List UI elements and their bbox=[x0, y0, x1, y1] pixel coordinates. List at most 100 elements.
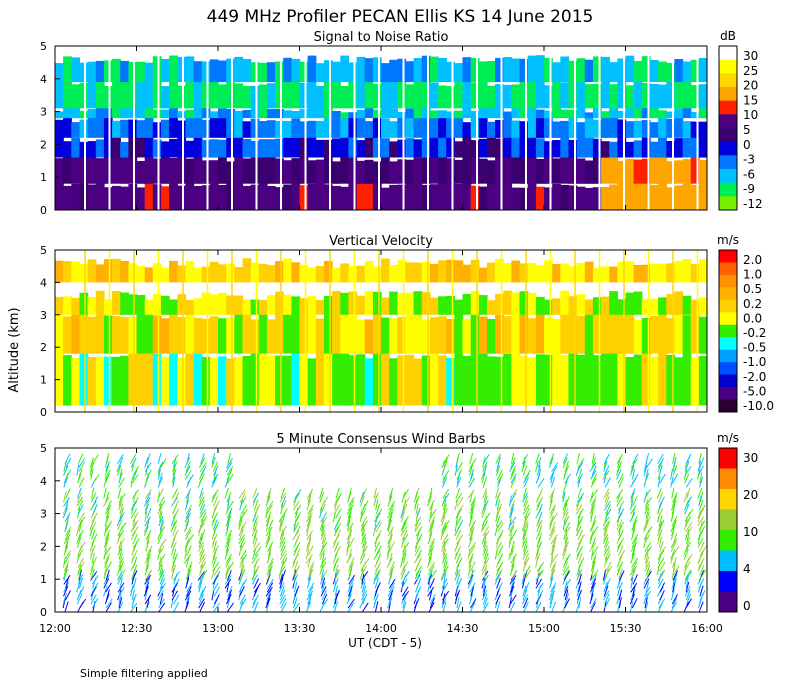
snr-cell bbox=[234, 56, 244, 82]
snr-cell bbox=[340, 186, 350, 210]
wind-barb bbox=[577, 468, 583, 480]
wind-barb bbox=[604, 597, 611, 609]
wind-barb bbox=[388, 565, 395, 576]
wind-barb bbox=[104, 540, 108, 552]
snr-cell bbox=[609, 107, 618, 119]
wind-barb bbox=[131, 474, 139, 484]
velocity-cell bbox=[535, 354, 545, 406]
wind-barb bbox=[130, 602, 138, 612]
wind-barb bbox=[213, 500, 220, 511]
wind-barb bbox=[672, 473, 679, 484]
wind-barb bbox=[105, 598, 113, 609]
wind-barb bbox=[254, 546, 262, 556]
wind-barb bbox=[105, 561, 112, 572]
velocity-cell bbox=[307, 358, 317, 406]
wind-barb bbox=[456, 477, 462, 488]
snr-cell bbox=[332, 61, 341, 83]
wind-barb bbox=[427, 581, 431, 593]
colorbar-tick-label: 0 bbox=[743, 138, 751, 152]
wind-barb bbox=[617, 582, 623, 593]
snr-cell bbox=[592, 154, 602, 184]
wind-barb bbox=[590, 585, 595, 597]
velocity-cell bbox=[55, 296, 64, 315]
snr-cell bbox=[568, 60, 578, 83]
wind-barb bbox=[319, 492, 325, 503]
wind-barb bbox=[631, 507, 636, 519]
wind-barb bbox=[469, 458, 477, 468]
wind-barb bbox=[200, 561, 207, 572]
velocity-cell bbox=[177, 357, 187, 406]
snr-cell bbox=[470, 58, 480, 83]
wind-barb bbox=[186, 561, 193, 572]
wind-barb bbox=[536, 496, 544, 507]
wind-barb bbox=[239, 598, 247, 609]
wind-barb bbox=[523, 495, 528, 507]
wind-barb bbox=[105, 491, 110, 503]
wind-barb bbox=[657, 557, 665, 568]
snr-cell bbox=[95, 60, 105, 82]
velocity-cell bbox=[275, 311, 284, 354]
velocity-cell bbox=[103, 315, 113, 354]
snr-cell bbox=[201, 106, 211, 119]
snr-cell bbox=[592, 56, 602, 83]
wind-barb bbox=[577, 516, 584, 527]
snr-cell bbox=[177, 111, 187, 119]
colorbar-segment bbox=[719, 550, 737, 572]
wind-barb bbox=[442, 538, 449, 548]
plot-area bbox=[55, 46, 707, 210]
wind-barb bbox=[184, 512, 192, 523]
snr-cell bbox=[201, 185, 211, 210]
wind-barb bbox=[347, 598, 355, 609]
wind-barb bbox=[684, 585, 691, 597]
wind-barb bbox=[118, 569, 126, 580]
wind-barb bbox=[617, 508, 625, 519]
wind-barbs-panel: 5 Minute Consensus Wind Barbs01234512:00… bbox=[39, 431, 758, 635]
velocity-cell bbox=[226, 295, 235, 315]
wind-barb bbox=[225, 515, 232, 527]
velocity-cell bbox=[527, 262, 537, 283]
snr-cell bbox=[454, 79, 464, 109]
snr-cell bbox=[544, 57, 553, 83]
snr-cell bbox=[169, 138, 178, 158]
wind-barb bbox=[483, 512, 491, 523]
snr-cell bbox=[511, 120, 521, 138]
snr-cell bbox=[552, 78, 561, 109]
snr-cell bbox=[218, 116, 227, 138]
velocity-cell bbox=[617, 261, 627, 283]
wind-barb bbox=[266, 565, 273, 576]
snr-cell bbox=[690, 85, 700, 109]
velocity-cell bbox=[519, 263, 529, 283]
snr-cell bbox=[405, 159, 415, 184]
wind-barb bbox=[562, 565, 570, 576]
wind-barb bbox=[171, 541, 177, 552]
wind-barb bbox=[644, 516, 651, 527]
velocity-cell bbox=[674, 357, 684, 406]
wind-barb bbox=[184, 530, 192, 541]
wind-barb bbox=[240, 568, 246, 580]
plot-area bbox=[55, 250, 707, 412]
velocity-cell bbox=[462, 318, 472, 354]
wind-barb bbox=[616, 461, 623, 472]
wind-barb bbox=[145, 464, 149, 476]
colorbar-tick-label: -1.0 bbox=[743, 355, 766, 369]
velocity-cell bbox=[250, 299, 260, 315]
snr-cell bbox=[625, 55, 635, 83]
wind-barb bbox=[523, 545, 528, 556]
snr-cell bbox=[413, 157, 423, 184]
wind-barb bbox=[307, 569, 314, 580]
velocity-cell bbox=[503, 263, 513, 283]
wind-barb bbox=[117, 487, 122, 499]
wind-barb bbox=[645, 552, 649, 564]
wind-barb bbox=[456, 452, 460, 464]
velocity-cell bbox=[405, 292, 415, 315]
wind-barb bbox=[429, 589, 433, 601]
wind-barb bbox=[684, 461, 690, 472]
wind-barb bbox=[265, 515, 271, 527]
wind-barb bbox=[658, 598, 666, 609]
wind-barb bbox=[280, 545, 286, 556]
y-tick-label: 3 bbox=[40, 106, 47, 119]
wind-barb bbox=[159, 521, 165, 533]
wind-barb bbox=[575, 525, 582, 537]
colorbar-tick-label: 10 bbox=[743, 525, 758, 539]
wind-barb bbox=[509, 525, 515, 537]
